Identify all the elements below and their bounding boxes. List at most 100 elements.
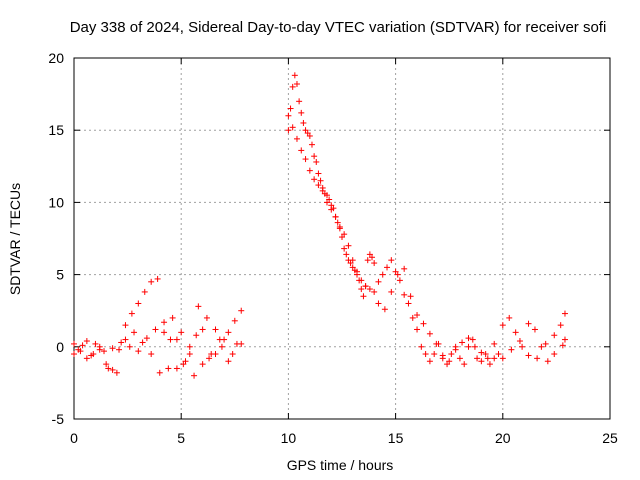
- data-point: [354, 268, 361, 275]
- data-point: [469, 336, 476, 343]
- data-point: [456, 355, 463, 362]
- data-point: [293, 135, 300, 142]
- data-point: [561, 310, 568, 317]
- data-point: [83, 338, 90, 345]
- data-point: [118, 339, 125, 346]
- data-point: [418, 343, 425, 350]
- data-point: [218, 343, 225, 350]
- data-point: [291, 72, 298, 79]
- x-tick-label: 10: [281, 430, 297, 446]
- data-point: [199, 361, 206, 368]
- data-point: [358, 286, 365, 293]
- data-point: [105, 365, 112, 372]
- data-point: [409, 314, 416, 321]
- data-point: [551, 332, 558, 339]
- data-point: [298, 147, 305, 154]
- data-point: [88, 352, 95, 359]
- data-point: [525, 352, 532, 359]
- data-point: [128, 310, 135, 317]
- data-point: [311, 176, 318, 183]
- data-point: [525, 320, 532, 327]
- data-point: [208, 351, 215, 358]
- data-point: [341, 245, 348, 252]
- data-point: [345, 242, 352, 249]
- data-point: [165, 365, 172, 372]
- data-point: [173, 365, 180, 372]
- data-point: [499, 355, 506, 362]
- data-point: [289, 124, 296, 131]
- x-tick-label: 20: [495, 430, 511, 446]
- y-tick-label: 10: [48, 194, 64, 210]
- data-point: [538, 343, 545, 350]
- data-point: [113, 369, 120, 376]
- data-point: [154, 275, 161, 282]
- data-point: [375, 300, 382, 307]
- data-point: [103, 361, 110, 368]
- data-points: [71, 72, 568, 379]
- data-point: [461, 361, 468, 368]
- data-point: [96, 346, 103, 353]
- x-axis-label: GPS time / hours: [287, 457, 394, 473]
- data-point: [426, 358, 433, 365]
- data-point: [534, 355, 541, 362]
- data-point: [317, 177, 324, 184]
- data-point: [336, 223, 343, 230]
- data-point: [315, 182, 322, 189]
- data-point: [439, 352, 446, 359]
- data-point: [173, 336, 180, 343]
- data-point: [401, 291, 408, 298]
- data-point: [199, 326, 206, 333]
- data-point: [420, 320, 427, 327]
- data-point: [465, 335, 472, 342]
- data-point: [484, 355, 491, 362]
- data-point: [186, 343, 193, 350]
- data-point: [122, 336, 129, 343]
- data-point: [499, 322, 506, 329]
- data-point: [362, 283, 369, 290]
- x-tick-label: 0: [70, 430, 78, 446]
- data-point: [559, 342, 566, 349]
- data-point: [311, 153, 318, 160]
- data-point: [465, 343, 472, 350]
- data-point: [156, 369, 163, 376]
- data-point: [141, 288, 148, 295]
- data-point: [225, 358, 232, 365]
- data-point: [287, 105, 294, 112]
- data-point: [474, 355, 481, 362]
- data-point: [334, 219, 341, 226]
- plot-frame: [73, 57, 611, 420]
- y-tick-label: 0: [56, 339, 64, 355]
- data-point: [203, 314, 210, 321]
- data-point: [225, 329, 232, 336]
- data-point: [396, 277, 403, 284]
- data-point: [519, 343, 526, 350]
- data-point: [186, 351, 193, 358]
- data-point: [358, 277, 365, 284]
- data-point: [191, 372, 198, 379]
- data-point: [486, 361, 493, 368]
- data-point: [471, 343, 478, 350]
- data-point: [561, 336, 568, 343]
- data-point: [161, 329, 168, 336]
- data-point: [109, 366, 116, 373]
- data-point: [238, 340, 245, 347]
- data-point: [306, 132, 313, 139]
- data-point: [212, 326, 219, 333]
- data-point: [231, 317, 238, 324]
- y-tick-label: -5: [52, 411, 65, 427]
- data-point: [349, 257, 356, 264]
- data-point: [109, 345, 116, 352]
- data-point: [516, 338, 523, 345]
- data-point: [557, 322, 564, 329]
- data-point: [369, 254, 376, 261]
- data-point: [384, 264, 391, 271]
- data-point: [195, 303, 202, 310]
- y-axis-label: SDTVAR / TECUs: [7, 183, 23, 295]
- data-point: [193, 332, 200, 339]
- data-point: [414, 326, 421, 333]
- data-point: [446, 358, 453, 365]
- data-point: [364, 257, 371, 264]
- data-point: [422, 351, 429, 358]
- data-point: [414, 312, 421, 319]
